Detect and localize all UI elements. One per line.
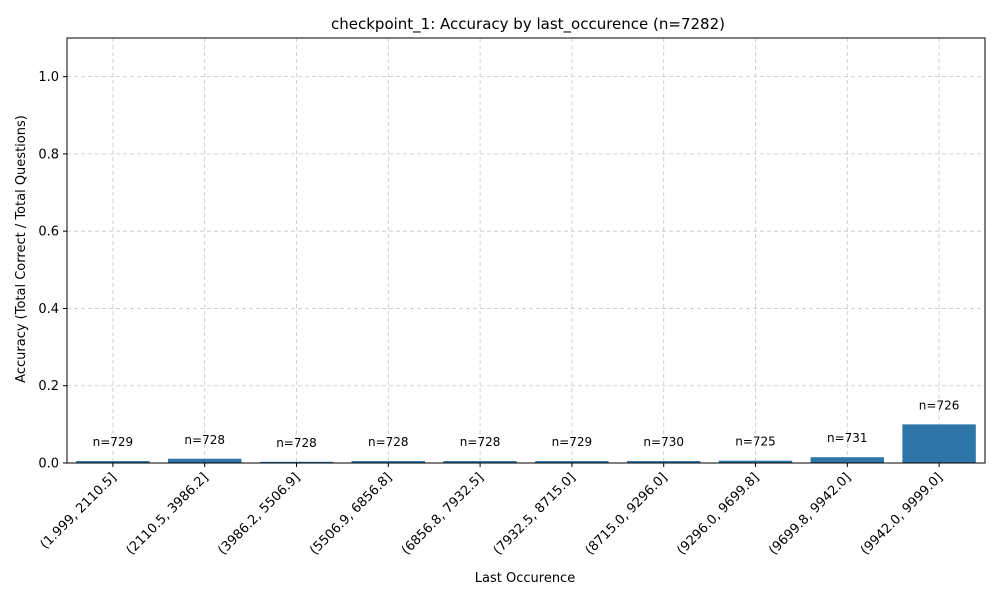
x-tick-label: (2110.5, 3986.2] xyxy=(124,470,212,558)
bar xyxy=(810,457,885,463)
axis-ticks: 0.0 0.2 0.4 0.6 0.8 1.0 (1.999, 2110.5] (2110.5… xyxy=(38,70,946,558)
y-tick-label: 0.2 xyxy=(38,379,59,394)
y-tick-label: 1.0 xyxy=(38,70,59,85)
bars xyxy=(76,424,976,463)
bar xyxy=(443,461,517,463)
chart-title: checkpoint_1: Accuracy by last_occurence… xyxy=(331,15,725,34)
bar xyxy=(626,461,701,463)
bar xyxy=(167,458,242,463)
x-tick-label: (8715.0, 9296.0] xyxy=(583,470,671,558)
x-tick-label: (9296.0, 9699.8] xyxy=(674,470,762,558)
y-axis-label: Accuracy (Total Correct / Total Question… xyxy=(14,115,29,383)
bar xyxy=(718,460,793,463)
bar-count-label: n=725 xyxy=(735,435,776,449)
bar xyxy=(76,461,150,463)
bar-count-label: n=730 xyxy=(643,435,684,449)
y-tick-label: 0.4 xyxy=(38,302,59,317)
x-tick-label: (7932.5, 8715.0] xyxy=(491,470,579,558)
bar-count-label: n=731 xyxy=(827,431,868,445)
bar-count-label: n=729 xyxy=(552,435,593,449)
bar-count-label: n=728 xyxy=(460,435,501,449)
bar-count-label: n=728 xyxy=(276,436,317,450)
bar-count-label: n=729 xyxy=(93,435,134,449)
x-tick-label: (9942.0, 9999.0] xyxy=(858,470,946,558)
x-axis-label: Last Occurence xyxy=(475,571,575,586)
x-tick-label: (1.999, 2110.5] xyxy=(38,470,120,552)
bar xyxy=(535,461,609,463)
x-tick-label: (9699.8, 9942.0] xyxy=(766,470,854,558)
count-labels: n=729 n=728 n=728 n=728 n=728 n=729 n=730 n=725… xyxy=(93,398,960,449)
bar xyxy=(902,424,976,463)
bar-count-label: n=726 xyxy=(919,398,960,412)
y-tick-label: 0.8 xyxy=(38,147,59,162)
grid xyxy=(67,38,985,464)
bar-count-label: n=728 xyxy=(184,433,225,447)
x-tick-label: (5506.9, 6856.8] xyxy=(307,470,395,558)
bar xyxy=(351,461,426,463)
plot-frame xyxy=(66,37,986,464)
bar-count-label: n=728 xyxy=(368,435,409,449)
y-tick-label: 0.0 xyxy=(38,457,59,472)
x-tick-label: (3986.2, 5506.9] xyxy=(215,470,303,558)
x-tick-label: (6856.8, 7932.5] xyxy=(399,470,487,558)
bar xyxy=(259,461,334,463)
y-tick-label: 0.6 xyxy=(38,225,59,240)
